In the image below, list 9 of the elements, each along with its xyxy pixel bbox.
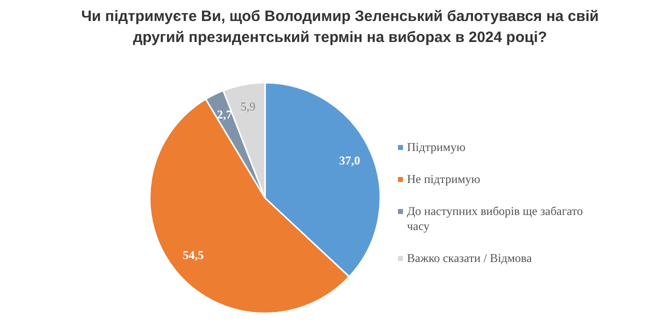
legend-label: Важко сказати / Відмова xyxy=(407,251,532,266)
data-label: 2,7 xyxy=(216,107,232,122)
data-label: 37,0 xyxy=(339,153,360,168)
legend-label: Не підтримую xyxy=(407,172,480,187)
data-label: 5,9 xyxy=(240,100,256,114)
data-label: 54,5 xyxy=(182,248,204,262)
legend-label: До наступних виборів ще забагато часу xyxy=(407,204,584,234)
chart-title: Чи підтримуєте Ви, щоб Володимир Зеленський балотувався на свій другий президентський термін на виборах в 2024 році? xyxy=(80,7,600,48)
legend-label: Підтримую xyxy=(407,140,466,155)
